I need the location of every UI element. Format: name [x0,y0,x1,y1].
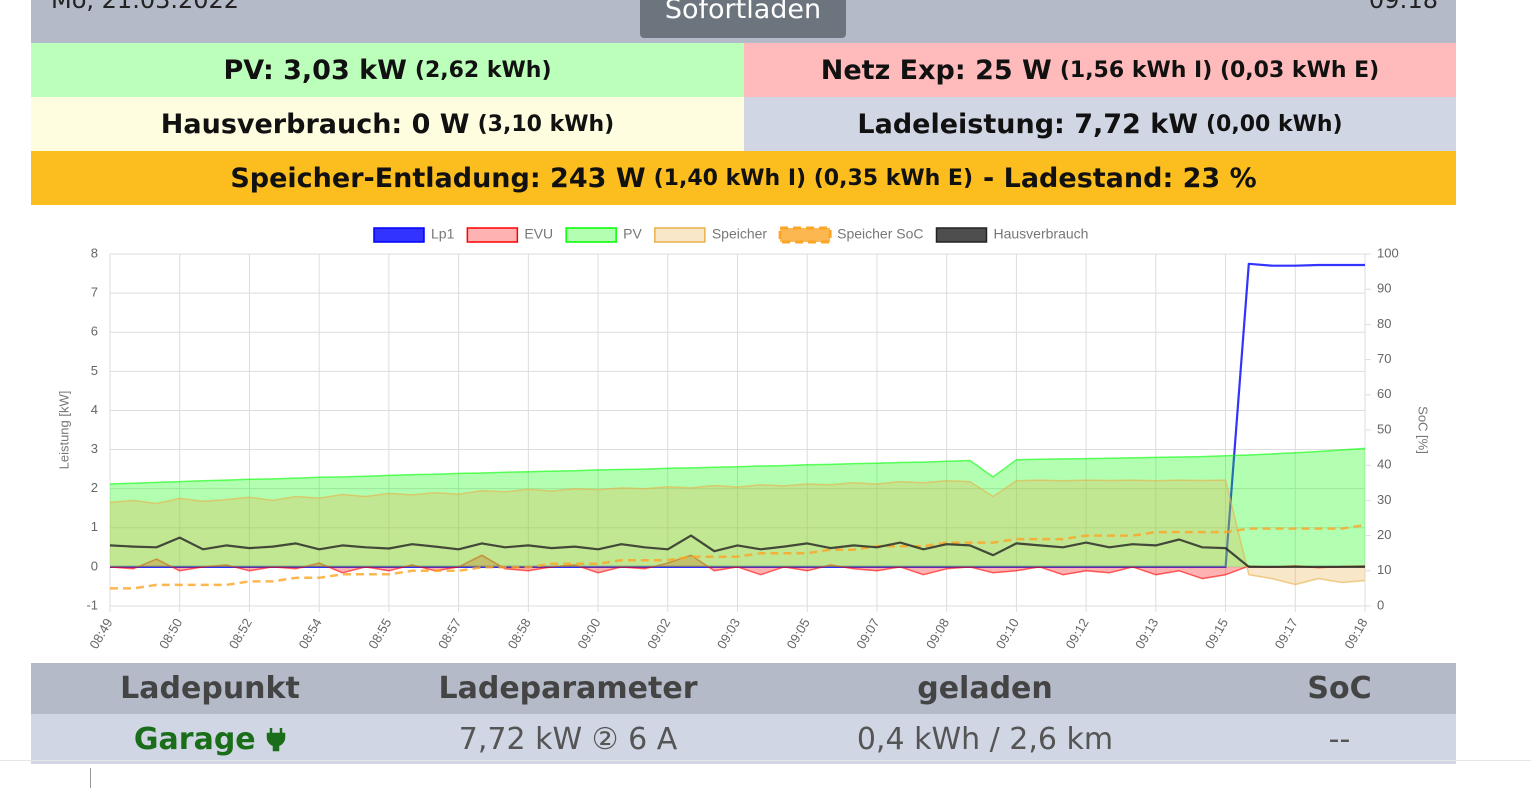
storage-label: Speicher-Entladung: 243 W [230,162,646,194]
x-tick-label: 08:52 [226,616,255,652]
y-tick-label: 3 [91,441,98,456]
table-header: Ladepunkt [31,663,389,714]
legend-swatch [778,226,832,244]
charge-point-table: Ladepunkt Ladeparameter geladen SoC Gara… [31,663,1456,764]
y2-tick-label: 20 [1377,527,1391,542]
line [109,554,1366,580]
y2-tick-label: 0 [1377,597,1384,612]
table-header: Ladeparameter [389,663,747,714]
y2-axis-title: SoC [%] [1416,406,1431,454]
legend-swatch [935,227,988,243]
x-tick-label: 09:03 [714,616,743,652]
x-tick-label: 09:05 [784,616,813,652]
line [109,447,1366,485]
y2-tick-label: 70 [1377,351,1391,366]
table-header: SoC [1223,663,1456,714]
y2-tick-label: 50 [1377,421,1391,436]
line [109,534,1365,568]
x-tick-label: 09:18 [1341,616,1370,652]
y2-tick-label: 30 [1377,492,1391,507]
y2-tick-label: 60 [1377,386,1391,401]
text-cursor [90,768,91,788]
top-bar: Mo, 21.03.2022 Sofortladen 09:18 [31,0,1456,43]
charging-status: Ladeleistung: 7,72 kW (0,00 kWh) [744,97,1456,151]
y2-tick-label: 90 [1377,281,1391,296]
x-tick-label: 09:07 [853,616,882,652]
charge-point-cell[interactable]: Garage [31,714,389,764]
x-tick-label: 09:12 [1062,616,1091,652]
y-tick-label: 6 [91,324,98,339]
y2-tick-label: 80 [1377,316,1391,331]
plug-icon [266,727,286,751]
house-status: Hausverbrauch: 0 W (3,10 kWh) [31,97,744,151]
storage-status: Speicher-Entladung: 243 W (1,40 kWh I) (0… [31,151,1456,205]
line [109,479,1366,586]
y-tick-label: -1 [86,597,98,612]
x-tick-label: 08:49 [86,616,115,652]
table-header: geladen [747,663,1223,714]
legend-label: EVU [524,226,553,242]
charging-detail: (0,00 kWh) [1205,111,1343,137]
charge-point-name[interactable]: Garage [133,721,256,757]
y-tick-label: 0 [91,558,98,573]
storage-detail: (1,40 kWh I) (0,35 kWh E) [653,165,974,191]
legend-label: PV [623,226,642,242]
x-tick-label: 08:54 [295,616,324,652]
x-tick-label: 09:08 [923,616,952,652]
pv-detail: (2,62 kWh) [414,57,552,83]
grid-status: Netz Exp: 25 W (1,56 kWh I) (0,03 kWh E) [744,43,1456,97]
soc: -- [1223,714,1456,764]
divider [0,760,1531,761]
x-tick-label: 08:55 [365,616,394,652]
charging-label: Ladeleistung: 7,72 kW [857,108,1198,140]
pv-label: PV: 3,03 kW [223,54,407,86]
y2-tick-label: 40 [1377,457,1391,472]
x-tick-label: 09:17 [1272,616,1301,652]
house-detail: (3,10 kWh) [477,111,615,137]
y2-tick-label: 100 [1377,245,1399,260]
line [110,523,1366,590]
legend-swatch [466,227,519,243]
y2-tick-label: 10 [1377,562,1391,577]
x-tick-label: 09:00 [574,616,603,652]
x-tick-label: 09:15 [1202,616,1231,652]
charged: 0,4 kWh / 2,6 km [747,714,1223,764]
y-tick-label: 5 [91,363,98,378]
y-tick-label: 7 [91,285,98,300]
y-tick-label: 1 [91,519,98,534]
time: 09:18 [1368,0,1438,14]
legend-label: Speicher [712,226,768,242]
storage-soc: - Ladestand: 23 % [983,162,1257,194]
legend-label: Lp1 [431,226,455,242]
y-tick-label: 8 [91,245,98,260]
legend-swatch [654,227,706,243]
mode-button[interactable]: Sofortladen [640,0,846,38]
y-tick-label: 4 [91,402,98,417]
y-axis-title: Leistung [kW] [56,391,71,470]
legend-label: Hausverbrauch [994,226,1089,242]
area [110,448,1365,567]
x-tick-label: 09:02 [644,616,673,652]
grid-label: Netz Exp: 25 W [820,54,1052,86]
y-tick-label: 2 [91,480,98,495]
house-label: Hausverbrauch: 0 W [160,108,470,140]
x-tick-label: 08:50 [156,616,185,652]
pv-status: PV: 3,03 kW (2,62 kWh) [31,43,744,97]
x-tick-label: 09:10 [993,616,1022,652]
grid-detail: (1,56 kWh I) (0,03 kWh E) [1059,57,1380,83]
legend-swatch [565,227,617,243]
legend-swatch [373,227,425,243]
x-tick-label: 08:57 [435,616,464,652]
x-tick-label: 08:58 [505,616,534,652]
date: Mo, 21.03.2022 [51,0,240,14]
area [110,480,1365,585]
x-tick-label: 09:13 [1132,616,1161,652]
legend-label: Speicher SoC [837,226,923,242]
charge-params: 7,72 kW ② 6 A [389,714,747,764]
